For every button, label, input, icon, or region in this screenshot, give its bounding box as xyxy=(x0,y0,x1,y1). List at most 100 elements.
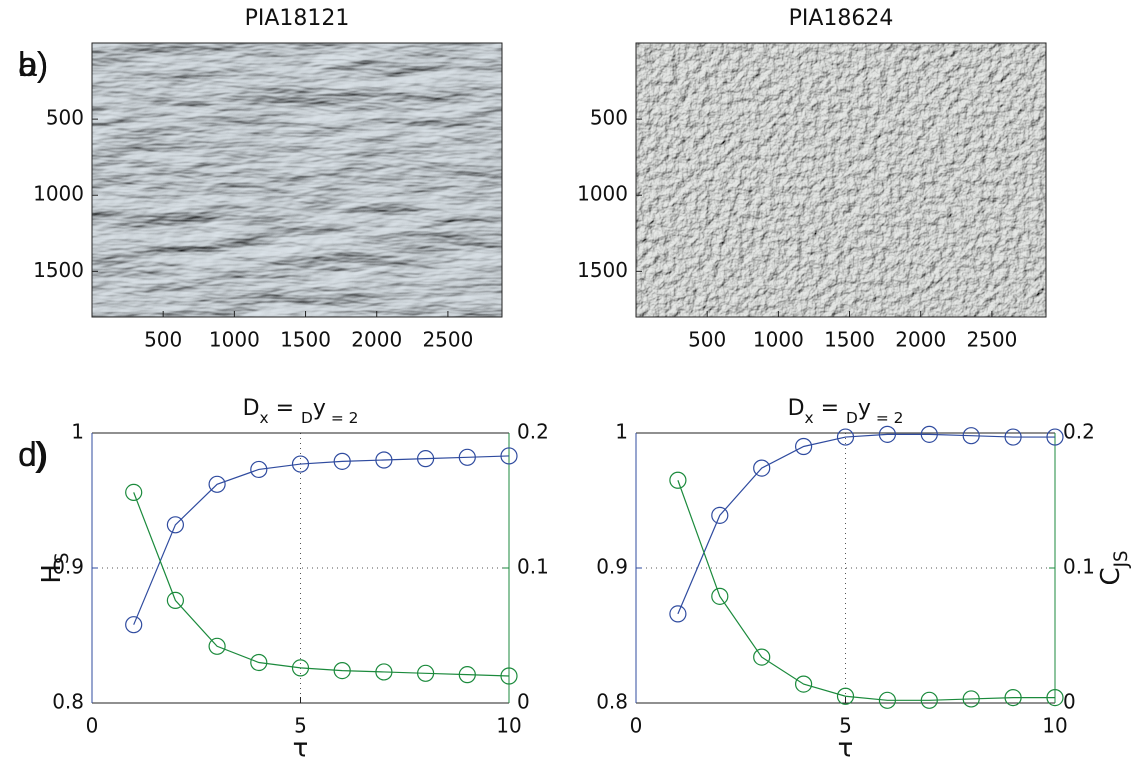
chart-title-part: = 2 xyxy=(871,409,903,427)
y-tick-label: 0.9 xyxy=(52,555,84,579)
chart-title-part: x xyxy=(805,409,814,427)
point xyxy=(166,516,184,534)
point xyxy=(753,648,771,666)
point xyxy=(794,437,813,456)
point xyxy=(1046,428,1064,446)
image-texture xyxy=(636,43,1046,317)
point xyxy=(669,605,687,623)
chart-title-part: D xyxy=(788,396,805,421)
x-tick-label: 1000 xyxy=(753,328,804,352)
point xyxy=(500,447,518,465)
point xyxy=(250,653,268,672)
point xyxy=(920,691,938,709)
point xyxy=(711,506,729,524)
point xyxy=(500,667,518,685)
point xyxy=(333,661,351,680)
chart-title: PIA18121 xyxy=(245,6,350,31)
x-tick-label: 2500 xyxy=(422,328,473,352)
x-tick-label: 2000 xyxy=(351,328,402,352)
y-tick-label: 1 xyxy=(71,420,84,444)
chart-title-part: D xyxy=(301,409,313,427)
y-tick-label: 1000 xyxy=(577,182,628,206)
point xyxy=(920,425,938,443)
y-tick-label: 500 xyxy=(46,106,84,130)
x-tick-label: 1500 xyxy=(824,328,875,352)
point xyxy=(1004,688,1022,707)
x-axis-label: τ xyxy=(293,734,309,761)
panel-label: b) xyxy=(18,46,48,84)
y-axis-label-part: S xyxy=(52,552,73,564)
point xyxy=(669,471,687,489)
y2-tick-label: 0.2 xyxy=(1063,420,1095,444)
chart-title-part: = 2 xyxy=(326,409,358,427)
x-tick-label: 1500 xyxy=(280,328,331,352)
point xyxy=(417,450,435,468)
y2-tick-label: 0.1 xyxy=(517,555,549,579)
y2-tick-label: 0.2 xyxy=(517,420,549,444)
y2-tick-label: 0 xyxy=(1063,690,1076,714)
chart-title-part: D xyxy=(243,396,260,421)
x-axis-label: τ xyxy=(838,734,854,761)
frame xyxy=(91,42,503,318)
series-line xyxy=(133,492,510,677)
point xyxy=(836,687,855,705)
y-tick-label: 1 xyxy=(615,420,628,444)
x-tick-label: 2000 xyxy=(895,328,946,352)
panel-label: d) xyxy=(18,436,48,474)
point xyxy=(962,690,980,708)
y2-tick-label: 0.1 xyxy=(1063,555,1095,579)
point xyxy=(166,591,184,610)
x-tick-label: 10 xyxy=(496,714,521,738)
x-tick-label: 0 xyxy=(630,714,643,738)
x-tick-label: 5 xyxy=(839,714,852,738)
point xyxy=(125,483,143,501)
y-tick-label: 0.8 xyxy=(52,690,84,714)
point xyxy=(375,451,393,469)
chart-title-part: x xyxy=(260,409,269,427)
y-tick-label: 0.9 xyxy=(596,555,628,579)
x-tick-label: 0 xyxy=(86,714,99,738)
point xyxy=(208,637,226,655)
point xyxy=(1046,688,1064,707)
point xyxy=(962,427,980,445)
point xyxy=(208,475,226,493)
panel-label: c) xyxy=(18,436,46,474)
point xyxy=(250,460,268,479)
y2-axis-label-part: JS xyxy=(1111,550,1132,568)
y-tick-label: 1500 xyxy=(33,258,84,282)
series-line xyxy=(677,433,1055,615)
chart-title-part: = xyxy=(269,396,301,421)
chart-title: PIA18624 xyxy=(789,6,894,31)
point xyxy=(458,666,476,684)
x-tick-label: 500 xyxy=(144,328,182,352)
series-line xyxy=(677,480,1055,701)
point xyxy=(794,675,813,693)
x-tick-label: 10 xyxy=(1042,714,1067,738)
point xyxy=(1004,428,1022,446)
y2-tick-label: 0 xyxy=(517,690,530,714)
point xyxy=(291,455,310,473)
y2-axis-label-part: C xyxy=(1096,567,1126,585)
point xyxy=(333,452,351,470)
frame xyxy=(635,42,1047,318)
x-tick-label: 500 xyxy=(688,328,726,352)
image-texture xyxy=(92,43,502,317)
chart-title: Dx = Dy = 2 xyxy=(788,396,904,427)
y-tick-label: 0.8 xyxy=(596,690,628,714)
y-tick-label: 1500 xyxy=(577,258,628,282)
chart-title-part: y xyxy=(313,396,326,421)
point xyxy=(291,659,310,677)
series-line xyxy=(133,455,510,625)
x-tick-label: 5 xyxy=(294,714,307,738)
point xyxy=(711,587,729,605)
panel-label: a) xyxy=(18,46,48,84)
chart-title-part: y xyxy=(858,396,871,421)
point xyxy=(878,425,897,443)
y-tick-label: 500 xyxy=(590,106,628,130)
y-axis-label: HS xyxy=(37,552,73,583)
point xyxy=(836,428,855,446)
point xyxy=(878,691,897,709)
point xyxy=(375,663,393,681)
point xyxy=(417,664,435,682)
